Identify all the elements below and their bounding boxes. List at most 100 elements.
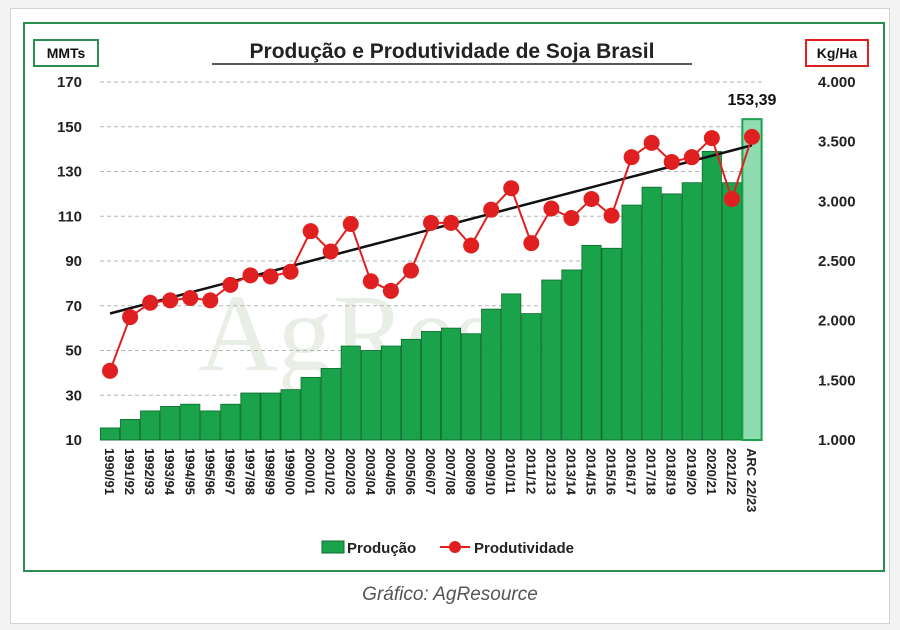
production-bar [420, 331, 442, 441]
productivity-point [743, 128, 760, 145]
x-tick-label: 2016/17 [624, 448, 639, 495]
production-bar [721, 182, 742, 441]
y-left-tick-label: 50 [65, 343, 82, 360]
productivity-point [603, 207, 620, 224]
y-right-tick-label: 2.500 [818, 253, 856, 270]
right-unit-box [805, 39, 869, 67]
productivity-point [503, 180, 520, 197]
y-left-tick-label: 70 [65, 298, 82, 315]
legend-swatch-producao [321, 540, 345, 554]
x-tick-label: 2009/10 [483, 448, 498, 495]
y-right-tick-label: 3.000 [818, 193, 856, 210]
x-tick-label: 2002/03 [343, 448, 358, 495]
productivity-point [302, 223, 319, 240]
productivity-point [443, 214, 460, 231]
x-axis-ticks: 1990/91 1991/92 1992/93 1993/94 1994/95 1995/… [102, 448, 759, 512]
production-bar [481, 308, 502, 441]
y-left-tick-label: 30 [65, 387, 82, 404]
productivity-point [342, 216, 359, 233]
production-bar [280, 389, 301, 441]
productivity-point [563, 210, 580, 227]
x-tick-label: 2021/22 [724, 448, 739, 495]
x-tick-label: 2015/16 [604, 448, 619, 495]
x-tick-label: ARC 22/23 [744, 448, 759, 512]
figure-caption: Gráfico: AgResource [362, 584, 538, 605]
production-bar [380, 345, 401, 441]
x-tick-label: 1993/94 [162, 448, 177, 496]
y-right-tick-label: 4.000 [818, 74, 856, 91]
production-bar [501, 293, 522, 441]
production-bar [741, 118, 763, 442]
y-left-tick-label: 130 [57, 164, 82, 181]
y-right-tick-label: 2.000 [818, 313, 856, 330]
productivity-point [483, 201, 500, 218]
x-tick-label: 1998/99 [263, 448, 278, 495]
x-tick-label: 1992/93 [142, 448, 157, 495]
x-tick-label: 2014/15 [583, 448, 598, 495]
productivity-point [683, 149, 700, 166]
productivity-point [382, 282, 399, 299]
production-bar [100, 427, 121, 441]
x-tick-label: 2001/02 [323, 448, 338, 495]
y-left-tick-label: 110 [58, 208, 82, 225]
production-bars [100, 118, 763, 442]
x-tick-label: 2007/08 [443, 448, 458, 495]
productivity-point [162, 292, 179, 309]
productivity-point [423, 214, 439, 231]
y-left-tick-label: 170 [57, 74, 82, 91]
production-bar [601, 247, 622, 441]
productivity-point [663, 153, 680, 170]
productivity-point [322, 243, 339, 260]
production-bar [621, 204, 642, 441]
right-unit-label: Kg/Ha [817, 45, 858, 61]
x-tick-label: 2020/21 [704, 448, 719, 495]
x-tick-label: 2012/13 [543, 448, 558, 495]
production-bar [360, 350, 381, 441]
productivity-line [102, 128, 760, 379]
production-bar [320, 367, 341, 441]
y-left-tick-label: 150 [57, 119, 82, 136]
production-bar [340, 345, 361, 441]
productivity-point [362, 273, 379, 290]
left-unit-box [33, 39, 99, 67]
x-tick-label: 2010/11 [503, 448, 518, 494]
productivity-point [703, 130, 720, 147]
y-right-tick-label: 3.500 [818, 134, 856, 151]
productivity-point [402, 262, 419, 279]
production-bar [260, 392, 281, 441]
x-tick-label: 1990/91 [102, 448, 117, 495]
production-bar [541, 279, 562, 441]
y-left-tick-label: 10 [65, 432, 82, 449]
production-bar [160, 406, 181, 441]
x-tick-label: 2013/14 [563, 448, 578, 496]
productivity-point [543, 200, 560, 217]
x-tick-label: 1999/00 [283, 448, 298, 495]
productivity-point [723, 190, 740, 207]
production-bar [180, 403, 201, 441]
x-tick-label: 2018/19 [664, 448, 679, 495]
production-bar [681, 182, 702, 441]
legend-label-producao: Produção [347, 540, 416, 557]
production-bar [120, 419, 141, 441]
x-tick-label: 1991/92 [122, 448, 137, 495]
x-tick-label: 1994/95 [182, 448, 197, 495]
x-tick-label: 1997/98 [242, 448, 257, 495]
production-bar [220, 403, 241, 441]
production-bar [441, 327, 462, 441]
productivity-point [523, 235, 540, 252]
production-bar [641, 186, 662, 441]
production-bar [461, 333, 482, 441]
x-tick-label: 2005/06 [403, 448, 418, 495]
production-bar [661, 193, 682, 441]
x-tick-label: 2019/20 [684, 448, 699, 495]
productivity-point [282, 263, 299, 280]
x-tick-label: 1995/96 [202, 448, 217, 495]
left-unit-label: MMTs [47, 45, 86, 61]
y-right-tick-label: 1.500 [818, 372, 856, 389]
x-tick-label: 2008/09 [463, 448, 478, 495]
production-bar [300, 376, 321, 441]
x-tick-label: 2006/07 [423, 448, 438, 495]
productivity-point [142, 294, 159, 311]
x-tick-label: 2017/18 [644, 448, 659, 495]
